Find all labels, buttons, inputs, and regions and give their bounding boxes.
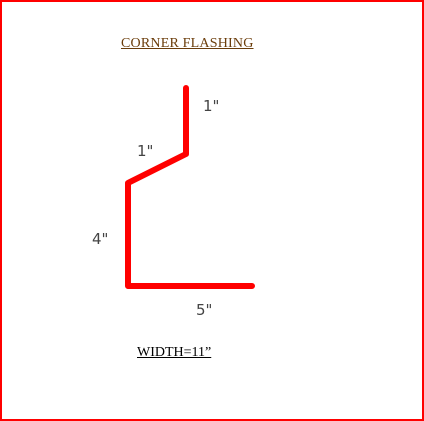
vertical-leg-dimension: 4" — [92, 230, 109, 248]
drawing-title: CORNER FLASHING — [121, 36, 254, 51]
flashing-profile-line — [125, 85, 255, 289]
top-leg-dimension: 1" — [203, 97, 220, 115]
slope-leg-dimension: 1" — [137, 142, 154, 160]
width-label: WIDTH=11” — [137, 345, 212, 360]
bottom-leg-dimension: 5" — [196, 301, 213, 319]
